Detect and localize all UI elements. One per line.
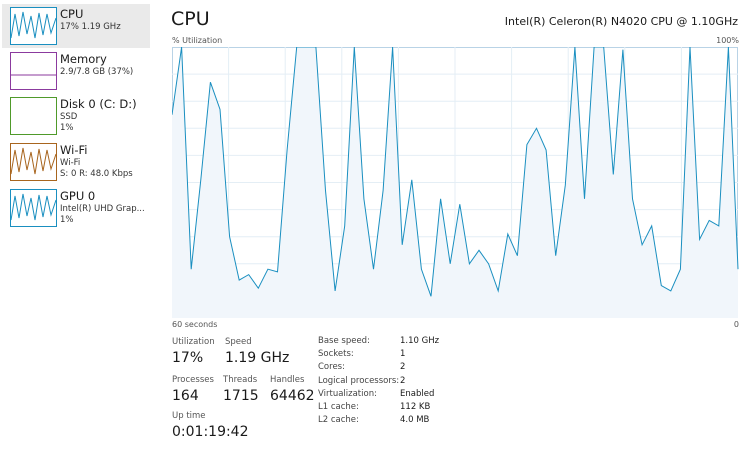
sidebar-item[interactable]: CPU 17% 1.19 GHz bbox=[2, 4, 150, 48]
sidebar-name: CPU bbox=[60, 7, 84, 21]
x-right-label: 0 bbox=[733, 320, 739, 329]
sidebar-name: Disk 0 (C: D:) bbox=[60, 97, 137, 111]
sidebar-item[interactable]: Memory 2.9/7.8 GB (37%) bbox=[2, 49, 150, 93]
thumbnail bbox=[10, 7, 57, 45]
stat-label: Utilization bbox=[172, 337, 215, 347]
thumb-graph bbox=[10, 147, 57, 175]
sidebar-name: GPU 0 bbox=[60, 189, 96, 203]
stat-label: Processes bbox=[172, 375, 214, 385]
spec-label: Logical processors: bbox=[318, 375, 400, 386]
thumb-graph bbox=[11, 98, 56, 134]
stat-label: Threads bbox=[223, 375, 258, 385]
stat-label: Handles bbox=[270, 375, 305, 385]
y-label: % Utilization bbox=[172, 36, 223, 45]
spec-label: L2 cache: bbox=[318, 415, 359, 426]
sidebar-item[interactable]: GPU 0 Intel(R) UHD Grap... 1% bbox=[2, 186, 150, 230]
stat-value: 64462 bbox=[270, 388, 315, 404]
thumbnail bbox=[10, 52, 57, 90]
spec-label: Base speed: bbox=[318, 336, 370, 346]
stat-value: 164 bbox=[172, 388, 199, 404]
page-title: CPU bbox=[171, 8, 210, 30]
sidebar-detail: 17% 1.19 GHz bbox=[60, 22, 121, 32]
sidebar-detail: Wi-Fi bbox=[60, 158, 81, 168]
spec-label: Sockets: bbox=[318, 349, 354, 360]
spec-label: L1 cache: bbox=[318, 402, 359, 412]
spec-value: Enabled bbox=[400, 388, 435, 399]
utilization-line bbox=[172, 47, 739, 297]
sidebar-detail: SSD bbox=[60, 112, 78, 122]
sidebar-detail: S: 0 R: 48.0 Kbps bbox=[60, 169, 133, 179]
thumbnail bbox=[10, 189, 57, 227]
sidebar-item[interactable]: Wi-Fi Wi-Fi S: 0 R: 48.0 Kbps bbox=[2, 140, 150, 184]
spec-value: 2 bbox=[400, 375, 406, 386]
spec-value: 1.10 GHz bbox=[400, 336, 440, 346]
sidebar-name: Memory bbox=[60, 52, 107, 66]
y-max-label: 100% bbox=[716, 36, 739, 45]
stat-value: 1715 bbox=[223, 388, 259, 404]
spec-label: Virtualization: bbox=[318, 388, 377, 399]
cpu-graph bbox=[172, 47, 739, 318]
sidebar-item[interactable]: Disk 0 (C: D:) SSD 1% bbox=[2, 94, 150, 138]
thumb-graph bbox=[10, 193, 57, 221]
sidebar-detail: 2.9/7.8 GB (37%) bbox=[60, 67, 134, 77]
stat-value: 17% bbox=[172, 350, 204, 366]
thumbnail bbox=[10, 143, 57, 181]
spec-value: 1 bbox=[400, 349, 406, 360]
thumb-graph bbox=[11, 74, 56, 76]
stat-label: Speed bbox=[225, 337, 252, 347]
x-left-label: 60 seconds bbox=[172, 320, 218, 329]
sidebar-detail: 1% bbox=[60, 123, 74, 133]
cpu-model: Intel(R) Celeron(R) N4020 CPU @ 1.10GHz bbox=[504, 15, 738, 28]
spec-label: Cores: bbox=[318, 362, 345, 373]
utilization-area bbox=[172, 47, 738, 318]
stat-value: 0:01:19:42 bbox=[172, 424, 249, 440]
spec-value: 4.0 MB bbox=[400, 415, 430, 426]
sidebar-detail: 1% bbox=[60, 215, 74, 225]
spec-value: 2 bbox=[400, 362, 406, 373]
thumbnail bbox=[10, 97, 57, 135]
spec-value: 112 KB bbox=[400, 402, 431, 412]
stat-value: 1.19 GHz bbox=[225, 350, 290, 366]
stat-label: Up time bbox=[172, 411, 206, 421]
sidebar-detail: Intel(R) UHD Grap... bbox=[60, 204, 145, 214]
sidebar-name: Wi-Fi bbox=[60, 143, 88, 157]
thumb-graph bbox=[10, 11, 57, 39]
